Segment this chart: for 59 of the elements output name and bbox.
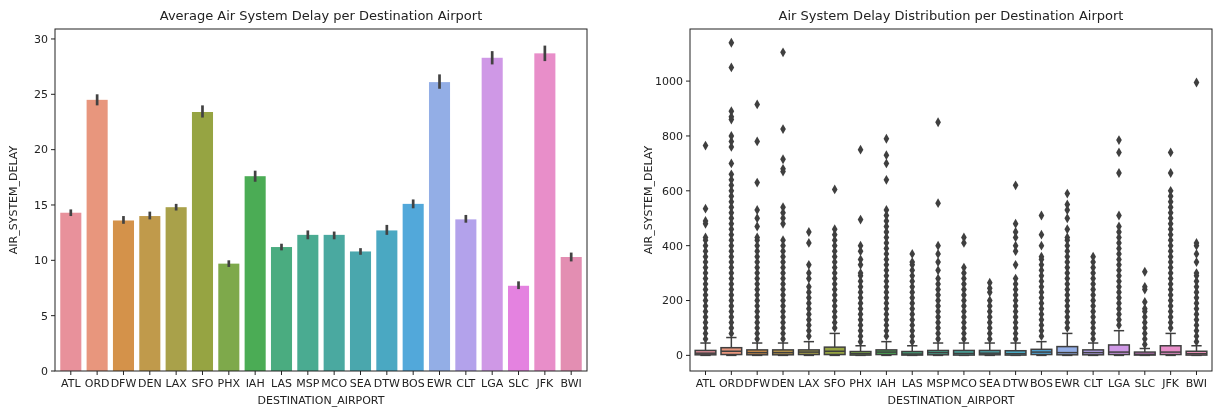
x-tick-label: MCO bbox=[321, 377, 348, 390]
x-tick-label: BOS bbox=[1029, 377, 1053, 390]
x-tick-label: DTW bbox=[373, 377, 400, 390]
x-tick-label: BOS bbox=[401, 377, 425, 390]
x-tick-label: CLT bbox=[456, 377, 476, 390]
x-tick-label: CLT bbox=[1083, 377, 1103, 390]
y-tick-label: 5 bbox=[41, 309, 48, 323]
x-tick-label: EWR bbox=[426, 377, 453, 390]
x-tick-label: LGA bbox=[1107, 377, 1131, 390]
x-tick-label: LAX bbox=[165, 377, 188, 390]
x-tick-label: IAH bbox=[245, 377, 265, 390]
x-tick-label: EWR bbox=[1054, 377, 1081, 390]
y-tick-label: 20 bbox=[34, 143, 48, 157]
x-axis-title: DESTINATION_AIRPORT bbox=[257, 394, 385, 407]
x-tick-label: LAS bbox=[271, 377, 292, 390]
x-tick-label: SEA bbox=[349, 377, 372, 390]
x-tick-label: IAH bbox=[876, 377, 896, 390]
y-tick-label: 1000 bbox=[655, 74, 683, 88]
x-tick-label: ORD bbox=[718, 377, 744, 390]
x-tick-label: SFO bbox=[823, 377, 847, 390]
x-tick-label: DEN bbox=[137, 377, 162, 390]
y-tick-label: 25 bbox=[34, 88, 48, 102]
x-tick-label: PHX bbox=[849, 377, 873, 390]
x-tick-label: SLC bbox=[508, 377, 530, 390]
x-tick-label: SLC bbox=[1134, 377, 1156, 390]
x-tick-label: DEN bbox=[771, 377, 795, 390]
x-tick-label: ATL bbox=[695, 377, 717, 390]
x-tick-label: DFW bbox=[744, 377, 771, 390]
y-tick-label: 15 bbox=[34, 198, 48, 212]
x-tick-label: MSP bbox=[296, 377, 320, 390]
x-tick-label: PHX bbox=[217, 377, 241, 390]
y-tick-label: 10 bbox=[34, 254, 48, 268]
y-tick-label: 0 bbox=[41, 364, 48, 378]
x-tick-label: MCO bbox=[951, 377, 978, 390]
x-tick-label: JFK bbox=[1161, 377, 1180, 390]
x-tick-label: LAX bbox=[798, 377, 821, 390]
y-tick-label: 0 bbox=[676, 349, 683, 363]
chart-title: Average Air System Delay per Destination Airport bbox=[159, 8, 483, 23]
y-tick-label: 600 bbox=[662, 184, 683, 198]
x-tick-label: LAS bbox=[901, 377, 923, 390]
x-tick-label: BWI bbox=[1185, 377, 1208, 390]
x-tick-label: ATL bbox=[61, 377, 82, 390]
x-tick-label: MSP bbox=[926, 377, 950, 390]
x-tick-label: DTW bbox=[1002, 377, 1029, 390]
y-tick-label: 30 bbox=[34, 32, 48, 46]
x-tick-label: SEA bbox=[979, 377, 1001, 390]
x-tick-label: JFK bbox=[535, 377, 555, 390]
x-tick-label: DFW bbox=[110, 377, 137, 390]
y-tick-label: 800 bbox=[662, 129, 683, 143]
chart-title: Air System Delay Distribution per Destination Airport bbox=[778, 8, 1124, 23]
x-tick-label: ORD bbox=[84, 377, 110, 390]
x-axis-title: DESTINATION_AIRPORT bbox=[887, 394, 1015, 407]
y-tick-label: 200 bbox=[662, 294, 683, 308]
x-tick-label: BWI bbox=[560, 377, 582, 390]
x-tick-label: SFO bbox=[191, 377, 214, 390]
y-tick-label: 400 bbox=[662, 239, 683, 253]
x-tick-label: LGA bbox=[481, 377, 504, 390]
y-axis-title: AIR_SYSTEM_DELAY bbox=[642, 145, 655, 255]
y-axis-title: AIR_SYSTEM_DELAY bbox=[7, 145, 20, 255]
